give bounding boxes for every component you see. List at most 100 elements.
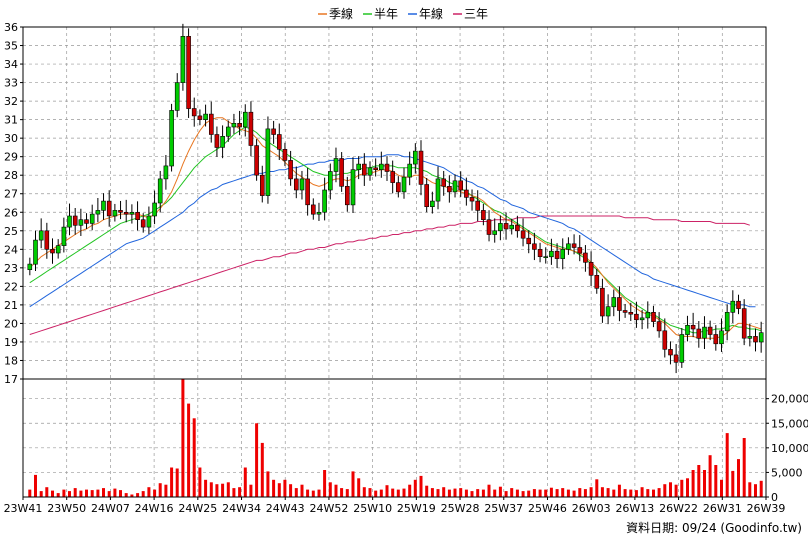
volume-tick-label: 15,000 <box>771 417 808 430</box>
candle-body <box>707 326 713 335</box>
volume-bar <box>714 465 718 497</box>
volume-bar <box>221 483 225 497</box>
candle-body <box>44 230 50 250</box>
candle-body <box>520 230 526 239</box>
candle-body <box>418 150 424 185</box>
price-tick-label: 33 <box>4 77 18 90</box>
volume-bar <box>419 475 423 497</box>
x-tick-label: 26W13 <box>615 502 654 515</box>
x-tick-label: 26W22 <box>659 502 698 515</box>
candle-body <box>509 224 515 230</box>
volume-bar <box>362 487 366 497</box>
candle-body <box>157 178 163 204</box>
candle-body <box>265 128 271 196</box>
volume-bar <box>504 491 508 497</box>
candle-body <box>259 174 265 196</box>
candle-body <box>730 300 736 313</box>
candle-body <box>288 160 293 180</box>
volume-bar <box>549 487 553 497</box>
candle-body <box>322 189 327 213</box>
price-tick-label: 36 <box>4 21 18 34</box>
candle-body <box>169 110 174 167</box>
candle-body <box>378 163 384 171</box>
volume-bar <box>663 484 667 497</box>
volume-bar <box>272 479 276 497</box>
price-tick-label: 35 <box>4 40 18 53</box>
candle-body <box>679 334 685 363</box>
volume-bar <box>147 487 151 497</box>
candle-body <box>248 111 254 146</box>
volume-bar <box>493 489 497 497</box>
volume-bar <box>646 489 650 497</box>
candle-body <box>209 113 214 135</box>
volume-bar <box>328 482 332 498</box>
candle-body <box>123 212 129 215</box>
volume-bar <box>277 483 281 497</box>
volume-tick-label: 10,000 <box>771 442 808 455</box>
volume-bar <box>623 489 627 497</box>
volume-bar <box>487 484 491 497</box>
candle-body <box>61 226 67 246</box>
volume-bar <box>634 490 638 497</box>
volume-bar <box>583 489 587 497</box>
candle-body <box>220 136 225 148</box>
x-tick-label: 25W28 <box>441 502 480 515</box>
volume-tick-label: 0 <box>771 491 778 504</box>
volume-bar <box>413 479 417 497</box>
candle-body <box>276 134 282 150</box>
volume-bar <box>691 470 695 497</box>
volume-bar <box>351 471 355 497</box>
volume-bar <box>748 482 752 498</box>
candle-body <box>594 274 600 289</box>
candle-body <box>758 332 764 343</box>
volume-tick-label: 5,000 <box>771 466 803 479</box>
candle-body <box>226 126 231 137</box>
volume-bar <box>391 488 395 497</box>
volume-bar <box>731 470 735 497</box>
candle-body <box>713 334 719 345</box>
x-axis: 23W41 23W50 24W07 24W16 24W25 24W34 24W43 24W52… <box>4 497 785 515</box>
candlestick-series <box>27 23 764 374</box>
candle-body <box>498 223 503 232</box>
candle-body <box>163 165 169 180</box>
candle-body <box>350 169 356 206</box>
volume-bar <box>498 486 502 497</box>
volume-bar <box>612 489 616 497</box>
x-tick-label: 25W46 <box>528 502 567 515</box>
candle-body <box>310 204 316 215</box>
candle-body <box>566 243 571 250</box>
candle-body <box>696 328 702 339</box>
volume-bar <box>589 487 593 497</box>
plot-frames <box>22 26 767 498</box>
candle-body <box>651 311 656 322</box>
candle-body <box>600 287 605 317</box>
price-tick-label: 21 <box>4 299 18 312</box>
legend-label: 季線 <box>329 6 353 21</box>
candle-body <box>741 308 747 339</box>
legend-label: 半年 <box>374 7 398 21</box>
candle-body <box>639 317 645 321</box>
price-tick-label: 17 <box>4 373 18 386</box>
volume-bar <box>340 488 344 497</box>
volume-bar <box>368 488 372 497</box>
volume-bar <box>51 490 54 497</box>
volume-bar <box>385 485 389 497</box>
candle-body <box>724 311 730 332</box>
candle-body <box>407 163 413 178</box>
volume-bar <box>323 470 327 497</box>
volume-bar <box>379 489 383 497</box>
volume-bar <box>453 488 457 497</box>
candle-body <box>702 326 707 339</box>
volume-bar <box>544 489 548 497</box>
candle-body <box>129 212 135 215</box>
x-tick-label: 25W19 <box>397 502 436 515</box>
candle-body <box>645 311 651 319</box>
volume-bar <box>187 403 191 497</box>
x-tick-label: 25W37 <box>484 502 523 515</box>
volume-bar <box>674 484 678 497</box>
volume-bar <box>113 488 117 497</box>
volume-bar <box>470 491 474 497</box>
candle-body <box>668 349 673 356</box>
candle-body <box>560 249 566 259</box>
candle-body <box>95 210 101 215</box>
